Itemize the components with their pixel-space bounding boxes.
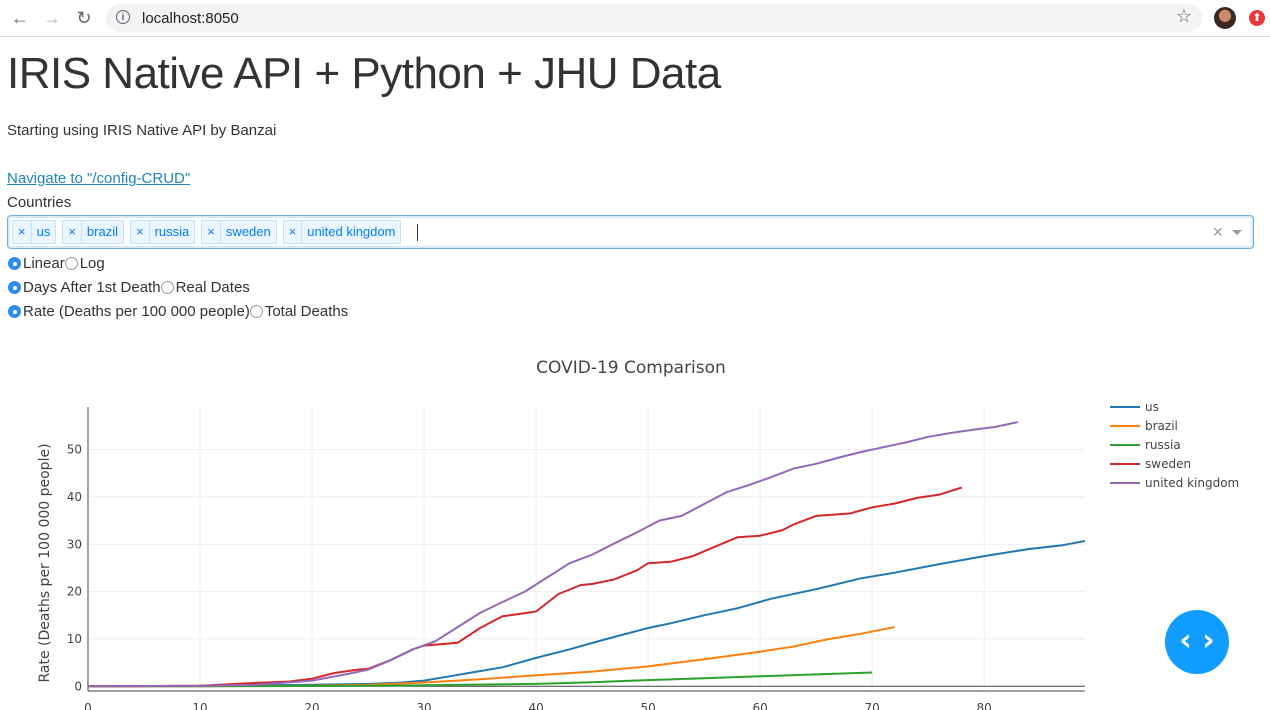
x-tick-label: 80 [977,701,992,710]
url-text[interactable]: localhost:8050 [142,10,239,27]
clear-all-icon[interactable]: × [1212,222,1223,242]
chip-label: united kingdom [307,224,396,239]
radio-label: Days After 1st Death [23,279,161,296]
dropdown-arrow-icon[interactable] [1232,230,1242,235]
country-chip: × united kingdom [282,220,402,244]
radio-button[interactable] [64,257,78,270]
series-line-russia [87,671,873,688]
country-chip: × russia [130,220,196,244]
legend-label: united kingdom [1145,476,1239,490]
chip-remove-icon[interactable]: × [63,221,82,243]
legend-label: us [1145,400,1159,414]
browser-toolbar: ← → ↻ i localhost:8050 ☆ ⬆ [0,0,1270,37]
y-tick-label: 40 [67,490,82,504]
page-content: IRIS Native API + Python + JHU Data Star… [0,37,1270,710]
scale-option[interactable]: Log [64,255,105,272]
radio-button[interactable] [249,305,263,318]
x-tick-label: 70 [865,701,880,710]
ymode-radio-group: Rate (Deaths per 100 000 people) Total De… [8,303,348,320]
y-tick-label: 10 [67,632,82,646]
scale-option[interactable]: Linear [8,255,65,272]
info-icon[interactable]: i [116,10,130,24]
radio-label: Log [79,255,105,272]
countries-multiselect[interactable]: × us × brazil × russia × sweden × united kingdom … [7,215,1254,249]
profile-avatar[interactable] [1214,7,1236,29]
x-tick-label: 20 [304,701,319,710]
chip-label: sweden [225,224,271,239]
country-chip: × sweden [201,220,277,244]
address-bar[interactable]: i localhost:8050 ☆ [106,4,1202,32]
country-chip: × us [12,220,57,244]
chip-label: russia [154,224,190,239]
ymode-option[interactable]: Total Deaths [249,303,349,320]
page-subtitle: Starting using IRIS Native API by Banzai [7,122,277,139]
chip-label: us [36,224,51,239]
ymode-option[interactable]: Rate (Deaths per 100 000 people) [8,303,250,320]
extension-icon[interactable]: ⬆ [1249,10,1265,26]
page-title: IRIS Native API + Python + JHU Data [7,49,721,98]
series-line-sweden [87,486,963,688]
country-chip: × brazil [62,220,124,244]
y-tick-label: 50 [67,443,82,457]
reload-icon[interactable]: ↻ [76,8,92,28]
radio-label: Linear [23,255,65,272]
scale-radio-group: Linear Log [8,255,105,272]
radio-button[interactable] [8,281,21,294]
covid-comparison-chart: COVID-19 Comparison 0 10 20 30 40 50 60 70 80 0 10 2… [37,358,1239,710]
xmode-option[interactable]: Days After 1st Death [8,279,161,296]
x-tick-label: 40 [528,701,543,710]
bookmark-star-icon[interactable]: ☆ [1175,6,1192,26]
x-tick-label: 60 [752,701,767,710]
legend-label: brazil [1145,419,1178,433]
series-line-united-kingdom [87,421,1019,688]
forward-icon[interactable]: → [43,8,61,28]
legend-label: russia [1145,438,1181,452]
selected-chips: × us × brazil × russia × sweden × united kingdom [12,220,402,244]
y-tick-label: 30 [67,537,82,551]
y-tick-label: 20 [67,585,82,599]
countries-label: Countries [7,194,72,211]
chip-remove-icon[interactable]: × [13,221,32,243]
radio-label: Total Deaths [264,303,349,320]
radio-button[interactable] [8,257,21,270]
series-line-brazil [87,626,895,688]
x-tick-label: 30 [416,701,431,710]
series-line-us [87,540,1086,688]
x-tick-label: 10 [192,701,207,710]
radio-button[interactable] [160,281,174,294]
config-crud-link[interactable]: Navigate to "/config-CRUD" [7,170,191,187]
x-tick-label: 50 [640,701,655,710]
radio-button[interactable] [8,305,21,318]
chart-title: COVID-19 Comparison [536,358,726,378]
y-tick-label: 0 [74,679,82,693]
back-icon[interactable]: ← [11,8,29,28]
legend-label: sweden [1145,457,1191,471]
text-caret [417,224,418,241]
radio-label: Real Dates [175,279,250,296]
chip-remove-icon[interactable]: × [284,221,303,243]
debug-toggle-button[interactable]: ‹ › [1165,610,1229,674]
chip-remove-icon[interactable]: × [202,221,221,243]
chip-label: brazil [86,224,118,239]
y-axis-label: Rate (Deaths per 100 000 people) [37,443,53,682]
radio-label: Rate (Deaths per 100 000 people) [23,303,250,320]
xmode-option[interactable]: Real Dates [160,279,250,296]
chip-remove-icon[interactable]: × [131,221,150,243]
x-tick-label: 0 [84,701,92,710]
xmode-radio-group: Days After 1st Death Real Dates [8,279,250,296]
